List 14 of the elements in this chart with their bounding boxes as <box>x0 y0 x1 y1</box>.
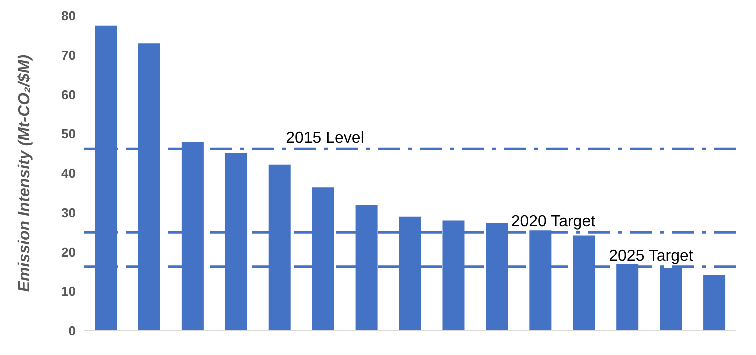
bar <box>704 275 726 331</box>
ref-line-label: 2025 Target <box>609 248 694 265</box>
y-axis-title: Emission Intensity (Mt-CO₂/$M) <box>16 54 34 292</box>
y-tick-label: 50 <box>62 126 76 142</box>
y-tick-label: 60 <box>62 87 76 102</box>
y-tick-label: 0 <box>68 324 76 339</box>
ref-line-label: 2015 Level <box>286 130 364 148</box>
y-tick-label: 80 <box>62 8 76 24</box>
y-tick-label: 30 <box>62 205 76 220</box>
y-tick-label: 20 <box>62 244 76 260</box>
y-tick-label: 70 <box>62 48 76 63</box>
ref-line-label: 2020 Target <box>511 214 596 231</box>
y-tick-label: 10 <box>62 284 76 300</box>
y-tick-label: 40 <box>62 166 76 182</box>
